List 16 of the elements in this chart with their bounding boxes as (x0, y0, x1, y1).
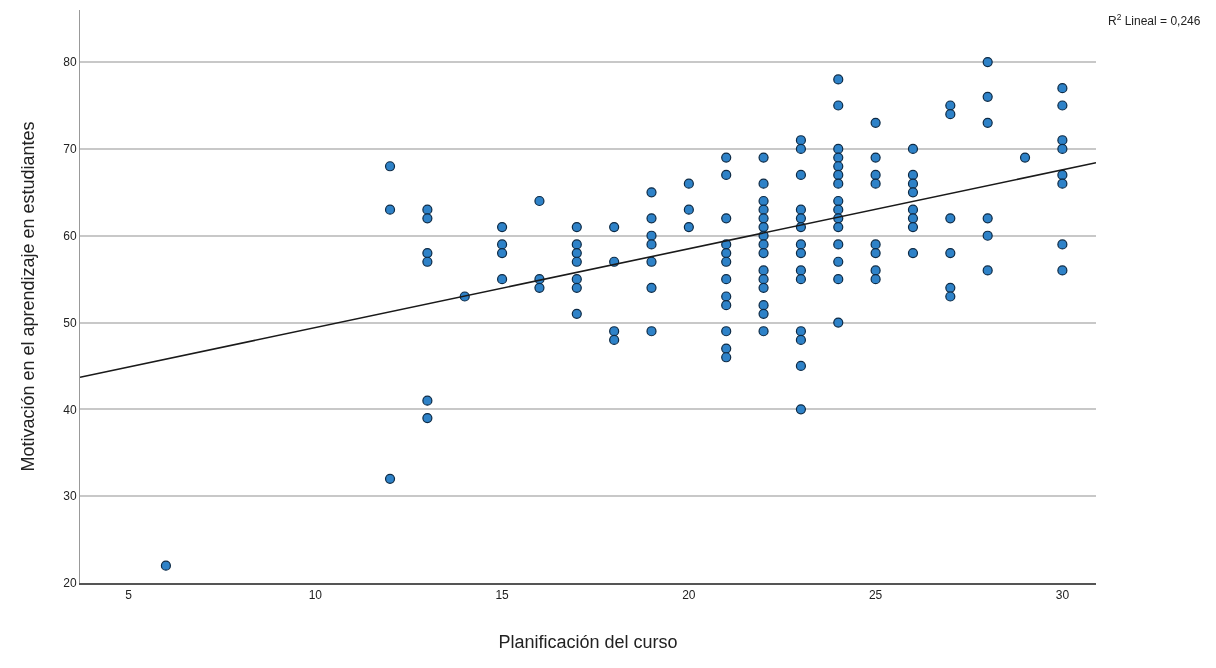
y-tick-label: 30 (63, 489, 77, 504)
y-axis-title: Motivación en el aprendizaje en estudiantes (18, 121, 38, 472)
x-tick-label: 30 (1055, 588, 1070, 603)
y-tick-label: 80 (63, 55, 77, 70)
x-tick-label: 10 (308, 588, 323, 603)
text: R$^{2}$ Lineal = 0,246 (1108, 12, 1201, 29)
y-tick-label: 20 (63, 576, 77, 591)
x-tick-label: 5 (125, 588, 133, 603)
x-tick-label: 15 (495, 588, 510, 603)
x-tick-label: 20 (682, 588, 696, 603)
y-tick-label: 50 (63, 315, 77, 330)
y-tick-label: 60 (63, 228, 77, 243)
y-tick-label: 40 (63, 402, 77, 417)
x-axis-title: Planificación del curso (498, 631, 678, 652)
x-tick-label: 25 (868, 588, 883, 603)
y-tick-label: 70 (63, 142, 77, 157)
